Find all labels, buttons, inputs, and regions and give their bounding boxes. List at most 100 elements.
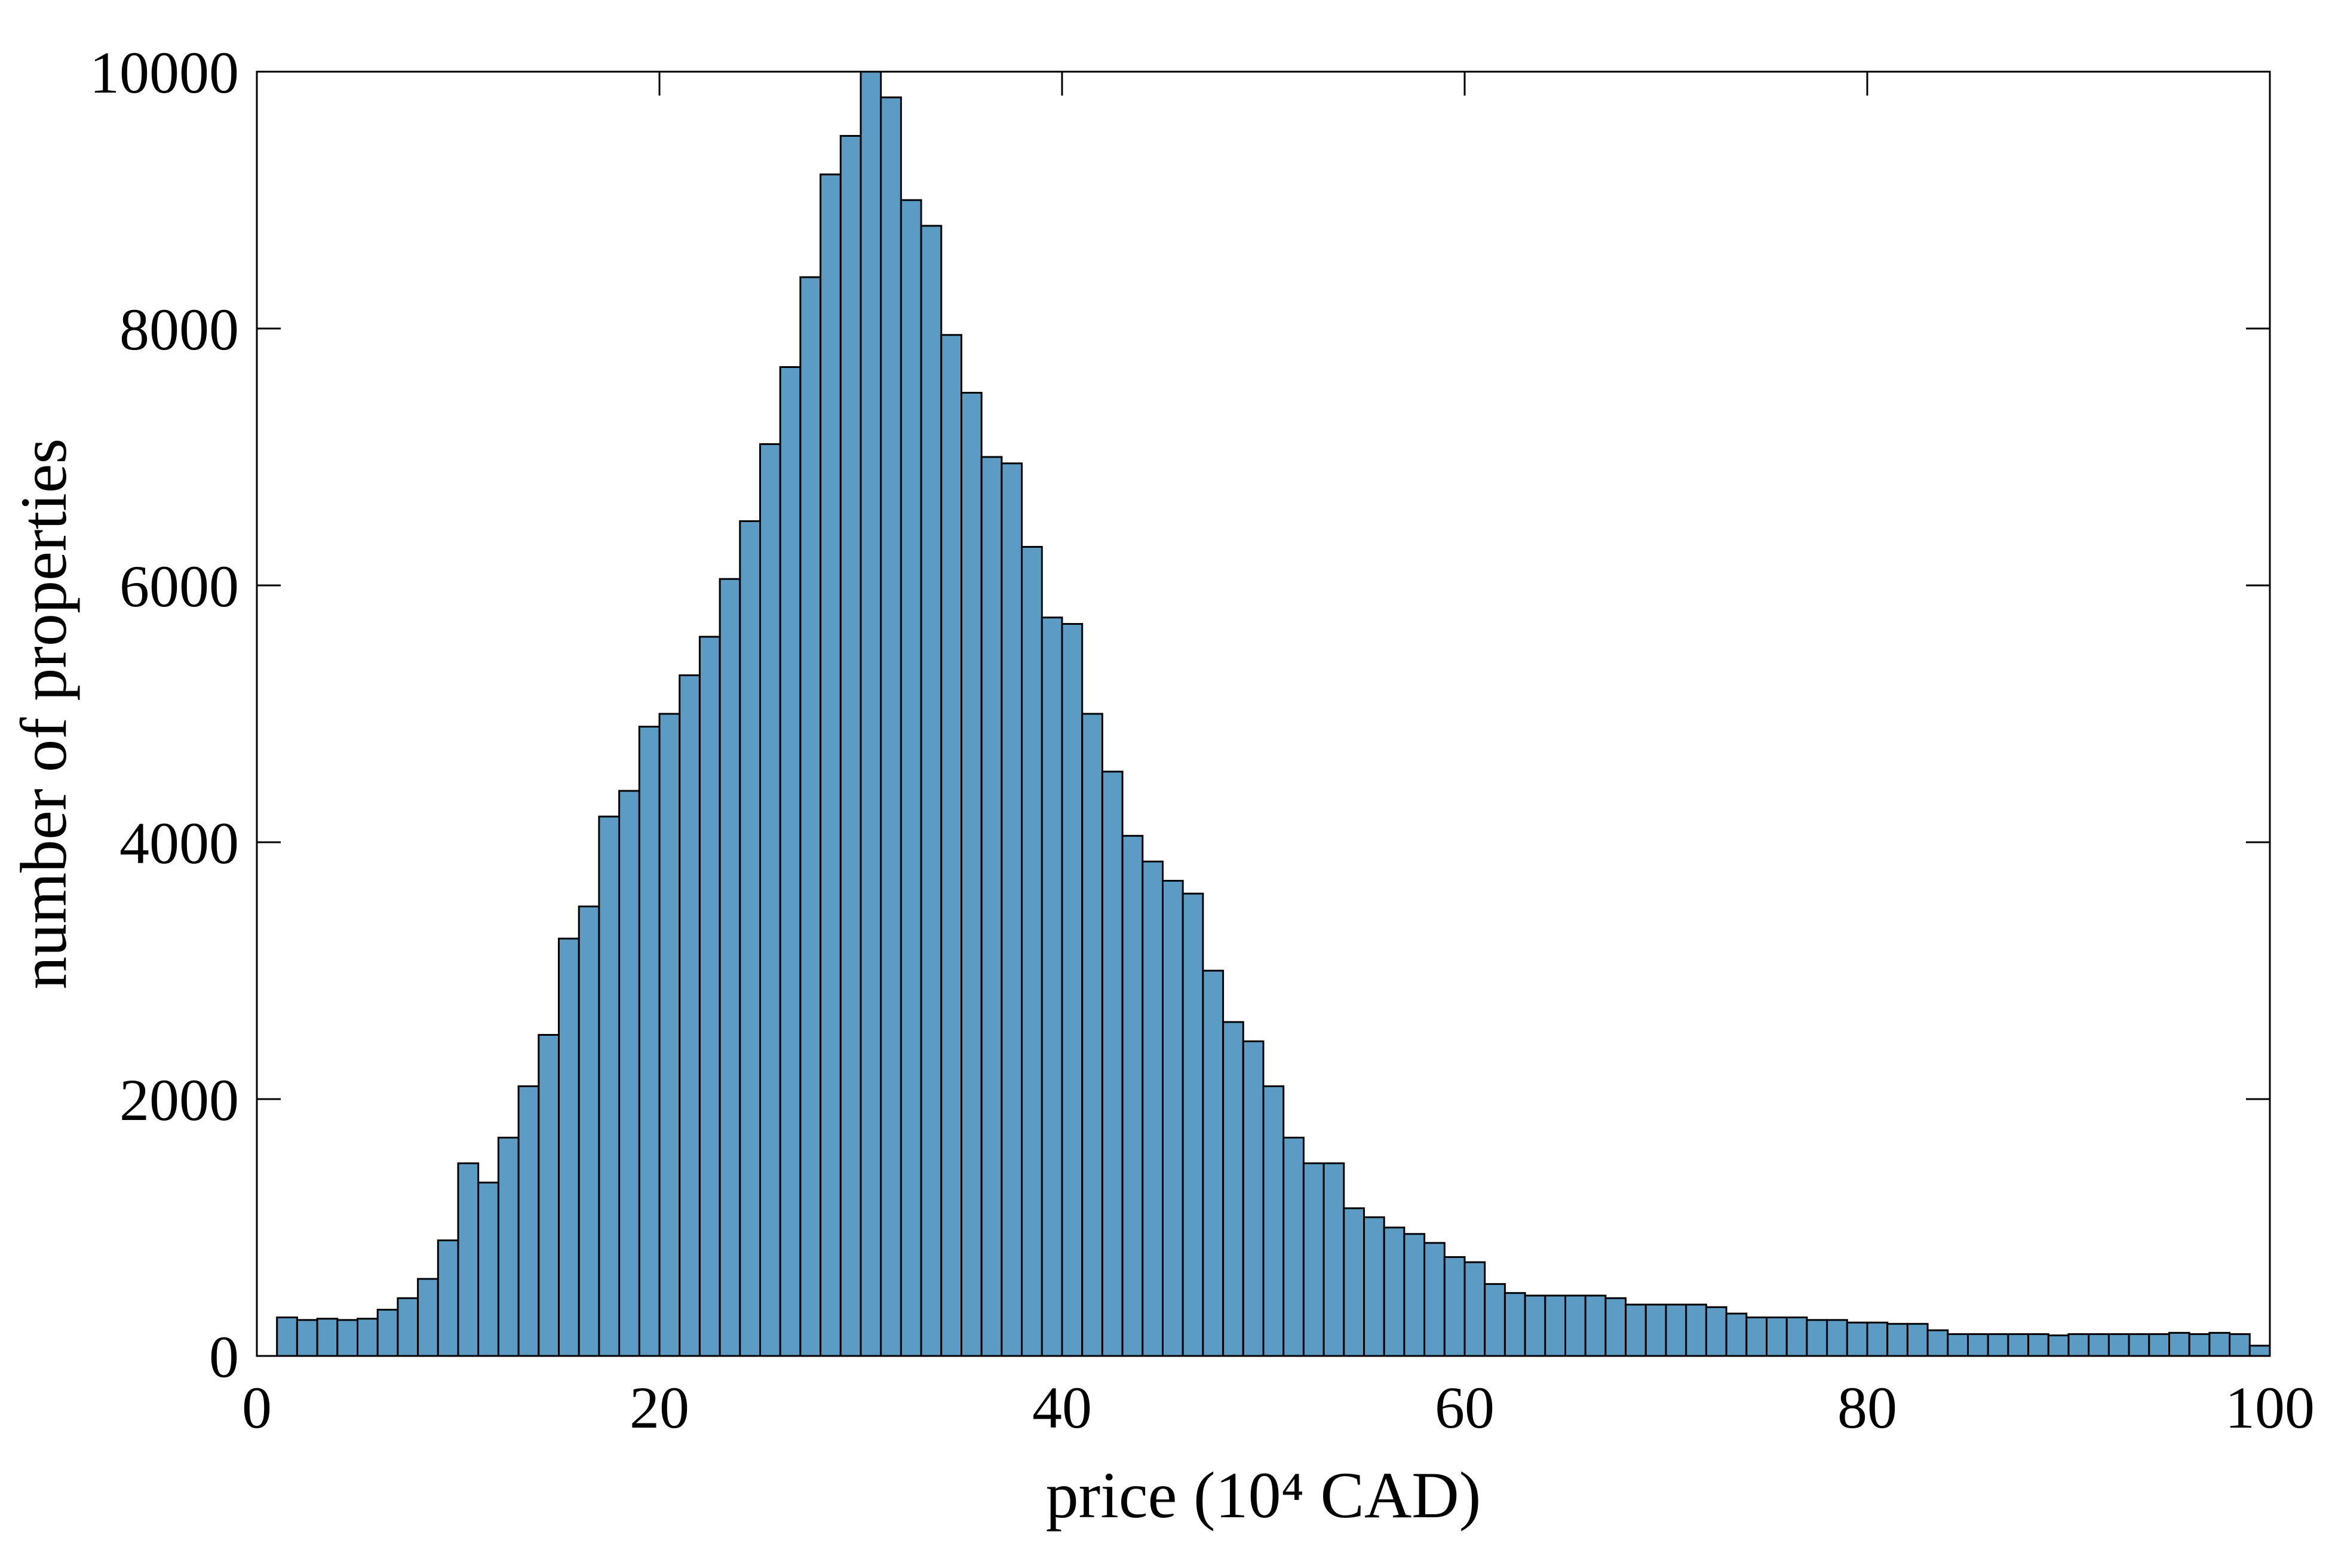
histogram-bar (1022, 547, 1042, 1357)
histogram-bar (398, 1298, 418, 1356)
histogram-bar (2210, 1333, 2230, 1356)
histogram-bar (1525, 1296, 1545, 1356)
x-tick-label: 60 (1435, 1374, 1495, 1441)
histogram-bar (1444, 1257, 1465, 1356)
histogram-bar (2129, 1334, 2149, 1356)
histogram-bar (2089, 1334, 2109, 1356)
histogram-bar (1425, 1243, 1445, 1356)
histogram-bar (337, 1320, 358, 1356)
histogram-bar (780, 367, 800, 1357)
histogram-bar (438, 1241, 458, 1357)
x-axis-label: price (10⁴ CAD) (1046, 1459, 1481, 1532)
histogram-bar (1284, 1138, 1304, 1357)
y-tick-label: 8000 (119, 296, 239, 363)
y-tick-label: 10000 (90, 39, 239, 106)
histogram-bar (639, 727, 659, 1357)
histogram-bar (2230, 1334, 2250, 1356)
histogram-bar (1585, 1296, 1606, 1356)
histogram-bar (901, 200, 921, 1356)
histogram-bar (1626, 1305, 1646, 1356)
x-tick-label: 0 (242, 1374, 272, 1441)
histogram-bar (1606, 1298, 1626, 1356)
histogram-bar (358, 1319, 378, 1356)
histogram-bar (478, 1183, 499, 1356)
histogram-bar (1968, 1334, 1989, 1356)
histogram-bar (800, 277, 821, 1356)
histogram-bar (1002, 464, 1022, 1356)
histogram-bar (1686, 1305, 1707, 1356)
histogram-bar (1183, 894, 1203, 1356)
histogram-bar (619, 791, 640, 1356)
histogram-bar (1344, 1208, 1364, 1356)
histogram-bar (378, 1310, 398, 1356)
histogram-bar (1243, 1041, 1263, 1356)
histogram-bar (518, 1087, 539, 1357)
histogram-bar (1364, 1217, 1385, 1356)
histogram-bar (498, 1138, 518, 1357)
histogram-bar (2149, 1334, 2169, 1356)
histogram-bar (1042, 618, 1062, 1356)
x-tick-label: 40 (1032, 1374, 1092, 1441)
histogram-bar (1988, 1334, 2008, 1356)
histogram-bar (1545, 1296, 1566, 1356)
histogram-bar (1082, 714, 1103, 1356)
histogram-bar (981, 457, 1002, 1356)
histogram-bar (1747, 1318, 1767, 1357)
histogram-bar (2069, 1334, 2089, 1356)
histogram-bar (740, 521, 760, 1357)
histogram-bar (559, 938, 579, 1356)
histogram-bar (1867, 1322, 1888, 1356)
histogram-bar (680, 676, 700, 1357)
histogram-bar (317, 1319, 337, 1356)
histogram-bar (1223, 1022, 1244, 1356)
histogram-bar (720, 579, 740, 1356)
histogram-bar (579, 907, 599, 1357)
histogram-bar (1122, 836, 1143, 1356)
histogram-bar (1787, 1318, 1807, 1357)
histogram-bar (1807, 1320, 1827, 1356)
histogram-bar (1404, 1234, 1425, 1356)
chart-svg: 0204060801000200040006000800010000price … (0, 0, 2326, 1568)
histogram-bar (1888, 1324, 1908, 1356)
x-tick-label: 80 (1837, 1374, 1897, 1441)
histogram-bar (1203, 971, 1223, 1356)
y-tick-label: 0 (209, 1324, 239, 1390)
histogram-bar (1948, 1334, 1968, 1356)
histogram-bar (1384, 1228, 1404, 1356)
histogram-bar (1726, 1314, 1747, 1356)
y-tick-label: 6000 (119, 553, 239, 619)
histogram-bar (699, 637, 720, 1356)
histogram-bar (941, 335, 962, 1356)
histogram-bar (1827, 1320, 1848, 1356)
histogram-bar (2029, 1334, 2049, 1356)
histogram-bar (1465, 1262, 1485, 1356)
histogram-bar (1163, 881, 1183, 1357)
histogram-bar (1102, 772, 1122, 1356)
histogram-bar (1303, 1164, 1324, 1357)
histogram-bar (1907, 1324, 1928, 1356)
histogram-bar (760, 444, 781, 1357)
histogram-bar (881, 97, 901, 1356)
histogram-bar (1928, 1330, 1948, 1356)
histogram-bar (418, 1279, 438, 1356)
histogram-bar (861, 72, 881, 1356)
histogram-bar (1666, 1305, 1686, 1356)
histogram-bar (659, 714, 680, 1356)
histogram-bar (1062, 624, 1082, 1357)
histogram-bar (1263, 1087, 1284, 1357)
histogram-bar (1767, 1318, 1787, 1357)
histogram-bar (599, 817, 619, 1356)
histogram-bar (297, 1320, 317, 1356)
histogram-bar (962, 393, 982, 1357)
histogram-bar (2048, 1336, 2069, 1356)
histogram-bar (2189, 1334, 2210, 1356)
x-tick-label: 100 (2225, 1374, 2315, 1441)
histogram-bar (2169, 1333, 2190, 1356)
histogram-bar (1485, 1284, 1505, 1356)
histogram-bar (1847, 1322, 1867, 1356)
x-tick-label: 20 (630, 1374, 689, 1441)
histogram-bar (1324, 1164, 1344, 1357)
histogram-bar (1706, 1307, 1726, 1356)
histogram-bar (840, 136, 861, 1357)
histogram-bar (458, 1164, 478, 1357)
